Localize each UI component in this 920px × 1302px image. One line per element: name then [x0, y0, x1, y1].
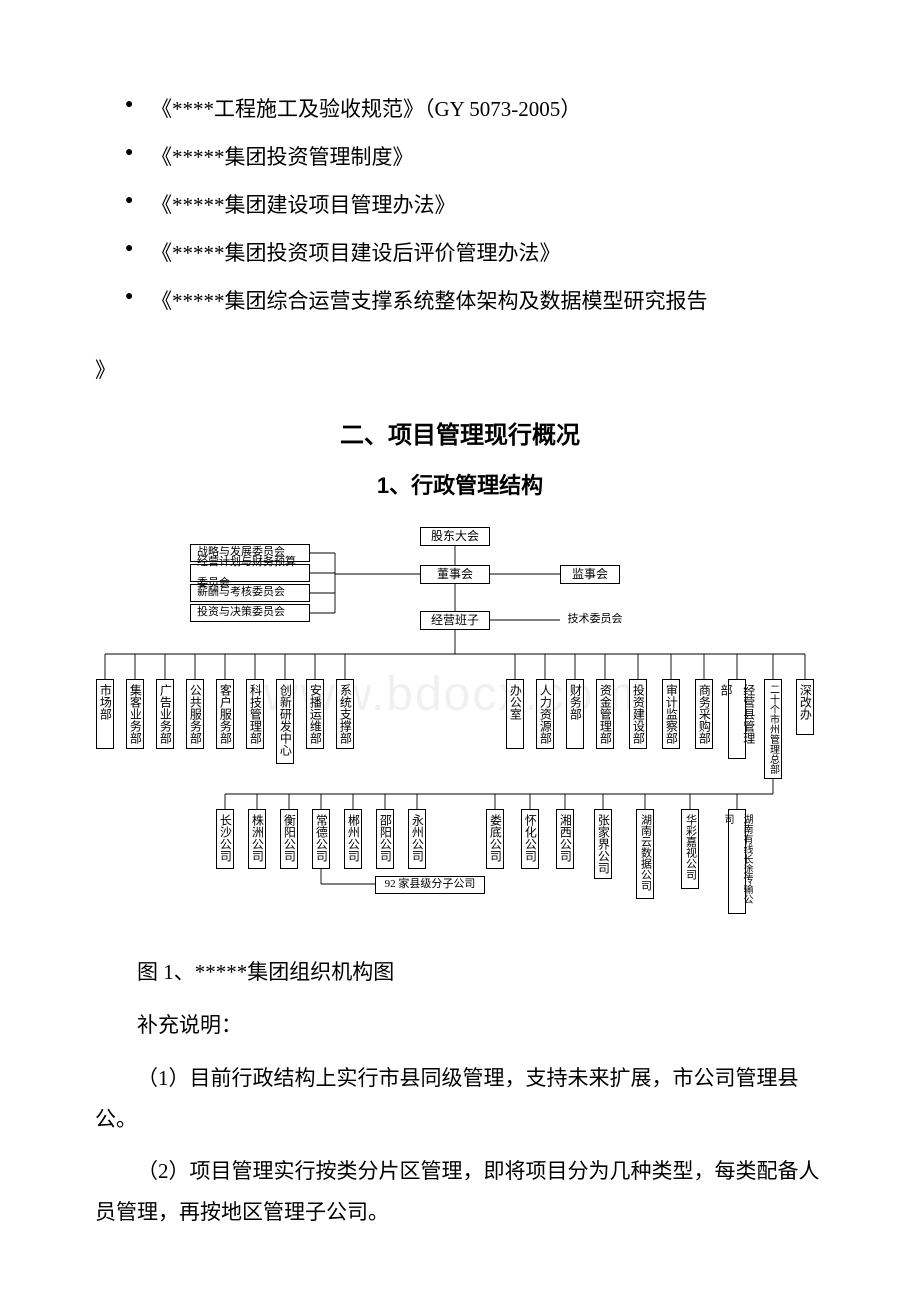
org-subsidiary: 永州公司 [408, 809, 426, 869]
org-dept: 安播运维部 [306, 679, 324, 749]
bullet-item: 《*****集团投资项目建设后评价管理办法》 [95, 234, 825, 274]
bullet-text: 《*****集团建设项目管理办法》 [151, 193, 456, 217]
paragraph-text: （1）目前行政结构上实行市县同级管理，支持未来扩展，市公司管理县公。 [95, 1058, 825, 1140]
org-node-management: 经营班子 [420, 611, 490, 630]
org-dept: 广告业务部 [156, 679, 174, 749]
org-committee: 经营计划与财务预算委员会 [190, 564, 310, 582]
org-dept: 办公室 [506, 679, 524, 749]
org-subsidiary: 湘西公司 [556, 809, 574, 869]
org-dept: 客户服务部 [216, 679, 234, 749]
org-subsidiary: 常德公司 [312, 809, 330, 869]
org-dept: 资金管理部 [596, 679, 614, 749]
org-node-board: 董事会 [420, 565, 490, 584]
bullet-item: 《*****集团综合运营支撑系统整体架构及数据模型研究报告 [95, 282, 825, 322]
org-dept-regional-hq: 二十个市州管理总部 [764, 679, 782, 779]
org-committee: 投资与决策委员会 [190, 604, 310, 622]
org-dept: 创新研发中心 [276, 679, 294, 764]
bullet-text: 《****工程施工及验收规范》（GY 5073-2005） [151, 97, 581, 121]
bullet-item: 《****工程施工及验收规范》（GY 5073-2005） [95, 90, 825, 130]
org-node-county: 92 家县级分子公司 [375, 876, 485, 894]
org-dept: 财务部 [566, 679, 584, 749]
org-dept: 科技管理部 [246, 679, 264, 749]
paragraph: （1）目前行政结构上实行市县同级管理，支持未来扩展，市公司管理县公。 [95, 1058, 825, 1140]
org-subsidiary: 华彩嘉视公司 [681, 809, 699, 889]
org-subsidiary: 衡阳公司 [280, 809, 298, 869]
subsection-heading: 1、行政管理结构 [95, 465, 825, 507]
org-dept: 系统支撑部 [336, 679, 354, 749]
org-subsidiary: 娄底公司 [486, 809, 504, 869]
org-subsidiary: 湖南有线长途传输公司 [728, 809, 746, 914]
org-dept: 人力资源部 [536, 679, 554, 749]
org-node-supervisors: 监事会 [560, 565, 620, 584]
org-dept: 市场部 [96, 679, 114, 749]
org-node-shareholders: 股东大会 [420, 527, 490, 546]
bullet-text: 《*****集团投资项目建设后评价管理办法》 [151, 241, 561, 265]
org-subsidiary: 株洲公司 [248, 809, 266, 869]
org-subsidiary: 怀化公司 [521, 809, 539, 869]
org-subsidiary: 湖南云数据公司 [636, 809, 654, 899]
org-dept: 集客业务部 [126, 679, 144, 749]
bullet-item: 《*****集团投资管理制度》 [95, 138, 825, 178]
org-dept: 商务采购部 [695, 679, 713, 749]
bullet-item: 《*****集团建设项目管理办法》 [95, 186, 825, 226]
bullet-continuation: 》 [95, 351, 825, 391]
bullet-text: 《*****集团综合运营支撑系统整体架构及数据模型研究报告 [151, 289, 708, 313]
org-chart: www.bdocx.com [85, 519, 815, 919]
figure-caption: 图 1、*****集团组织机构图 [95, 953, 825, 993]
org-dept: 深改办 [796, 679, 814, 735]
supplement-label: 补充说明： [95, 1005, 825, 1046]
bullet-text: 《*****集团投资管理制度》 [151, 145, 414, 169]
reference-list: 《****工程施工及验收规范》（GY 5073-2005） 《*****集团投资… [95, 90, 825, 321]
org-subsidiary: 郴州公司 [344, 809, 362, 869]
org-subsidiary: 长沙公司 [216, 809, 234, 869]
org-subsidiary: 邵阳公司 [376, 809, 394, 869]
org-dept: 审计监察部 [662, 679, 680, 749]
org-node-tech-committee: 技术委员会 [560, 611, 630, 629]
org-dept: 投资建设部 [629, 679, 647, 749]
org-subsidiary: 张家界公司 [594, 809, 612, 879]
org-dept: 公共服务部 [186, 679, 204, 749]
org-dept: 经营县管理部 [728, 679, 746, 759]
paragraph-text: （2）项目管理实行按类分片区管理，即将项目分为几种类型，每类配备人员管理，再按地… [95, 1151, 825, 1233]
paragraph: （2）项目管理实行按类分片区管理，即将项目分为几种类型，每类配备人员管理，再按地… [95, 1151, 825, 1233]
section-heading: 二、项目管理现行概况 [95, 413, 825, 459]
